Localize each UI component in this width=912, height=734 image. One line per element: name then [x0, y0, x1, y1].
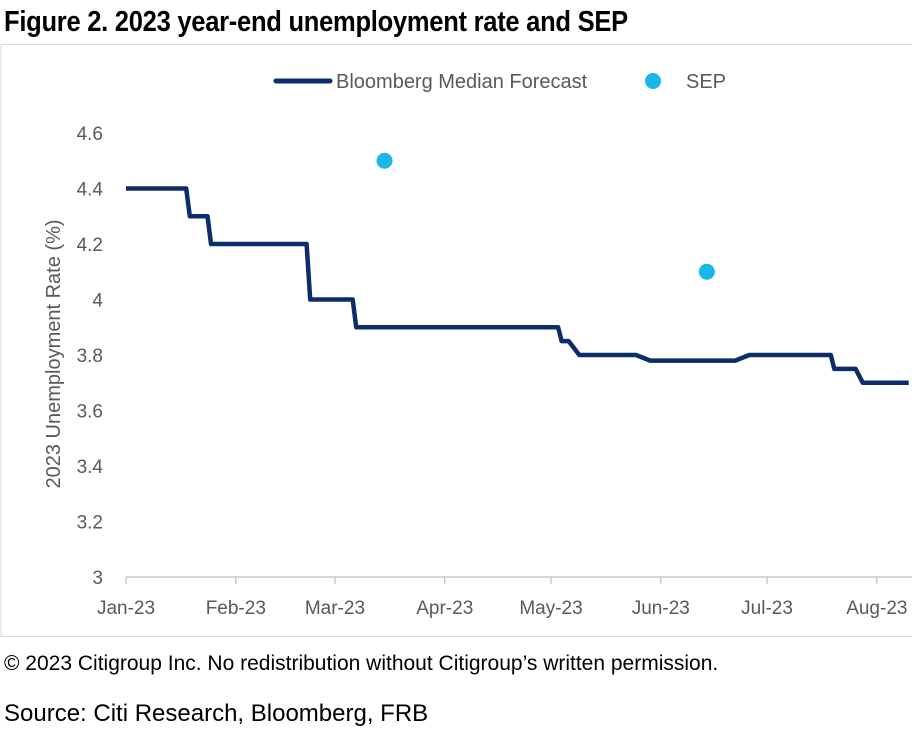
- chart-border: [0, 44, 912, 637]
- y-tick-label: 4.4: [77, 180, 104, 201]
- legend-label-sep: SEP: [686, 71, 726, 93]
- x-tick-label: Jul-23: [741, 598, 793, 619]
- y-tick-label: 3.4: [77, 457, 104, 478]
- x-tick-label: Mar-23: [305, 598, 365, 619]
- y-tick-label: 4.2: [77, 235, 103, 256]
- y-tick-label: 4: [92, 291, 103, 312]
- y-tick-label: 3.2: [77, 513, 103, 534]
- forecast-line: [126, 186, 909, 385]
- plot-area: [126, 152, 909, 385]
- y-tick-label: 3.6: [77, 402, 103, 423]
- legend-label-forecast: Bloomberg Median Forecast: [336, 71, 588, 93]
- source-note: Source: Citi Research, Bloomberg, FRB: [4, 700, 429, 727]
- y-tick-label: 3.8: [77, 346, 103, 367]
- y-axis-ticks: 3 3.2 3.4 3.6 3.8 4 4.2 4.4 4.6: [77, 124, 104, 589]
- copyright-note: © 2023 Citigroup Inc. No redistribution …: [4, 652, 719, 675]
- y-axis-title: 2023 Unemployment Rate (%): [43, 219, 65, 488]
- x-tick-label: Aug-23: [846, 598, 907, 619]
- x-tick-label: Jan-23: [97, 598, 155, 619]
- sep-point: [376, 152, 393, 169]
- x-tick-label: Apr-23: [416, 598, 473, 619]
- chart: Bloomberg Median Forecast SEP 2023 Unemp…: [0, 44, 912, 637]
- legend-dot-marker: [645, 73, 661, 89]
- sep-point: [698, 263, 715, 280]
- chart-canvas: Bloomberg Median Forecast SEP 2023 Unemp…: [0, 44, 912, 637]
- y-tick-label: 4.6: [77, 124, 103, 145]
- x-tick-label: Feb-23: [206, 598, 266, 619]
- figure-title: Figure 2. 2023 year-end unemployment rat…: [4, 6, 628, 38]
- x-tick-label: Jun-23: [632, 598, 690, 619]
- x-axis: Jan-23 Feb-23 Mar-23 Apr-23 May-23 Jun-23 Jul-…: [97, 576, 912, 619]
- legend: Bloomberg Median Forecast SEP: [273, 71, 726, 93]
- x-tick-label: May-23: [519, 598, 582, 619]
- y-tick-label: 3: [92, 568, 103, 589]
